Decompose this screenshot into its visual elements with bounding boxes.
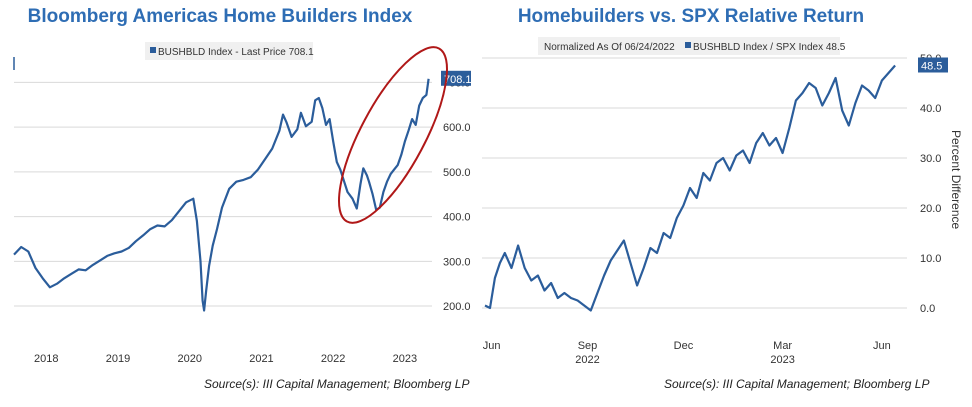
right-xtick-label: Dec [674,340,694,352]
right-last-value-label: 48.5 [921,61,942,73]
right-xtick-label: Sep [578,340,598,352]
left-ytick-label: 400.0 [443,212,471,224]
left-chart-plot: 200.0300.0400.0500.0600.0700.02018201920… [13,42,472,365]
right-ytick-label: 40.0 [920,103,941,115]
left-ytick-label: 600.0 [443,122,471,134]
left-xtick-label: 2021 [249,353,273,365]
left-chart-title: Bloomberg Americas Home Builders Index [27,6,413,27]
left-legend-swatch [150,47,156,53]
left-last-value-label: 708.1 [444,74,472,86]
left-legend-box [145,42,313,60]
left-chart-panel: Bloomberg Americas Home Builders Index 2… [0,0,480,407]
right-xtick-label: Jun [873,340,891,352]
left-legend-label: BUSHBLD Index - Last Price 708.1 [158,47,314,58]
right-ytick-label: 20.0 [920,203,941,215]
right-chart-source: Source(s): III Capital Management; Bloom… [664,377,930,391]
left-ytick-label: 300.0 [443,256,471,268]
left-ytick-label: 500.0 [443,167,471,179]
right-ylabel: Percent Difference [949,130,963,229]
right-chart-plot: 0.010.020.030.040.050.0JunSepDecMarJun20… [482,37,963,366]
right-ytick-label: 10.0 [920,253,941,265]
left-ytick-label: 200.0 [443,301,471,313]
right-ytick-label: 30.0 [920,153,941,165]
left-xtick-label: 2018 [34,353,58,365]
right-chart-title: Homebuilders vs. SPX Relative Return [517,6,865,27]
left-xtick-label: 2020 [177,353,201,365]
left-highlight-ellipse [338,46,448,224]
left-xtick-label: 2022 [321,353,345,365]
right-legend-swatch [685,42,691,48]
right-xtick-label: Mar [773,340,792,352]
right-ytick-label: 0.0 [920,303,935,315]
right-series-line [484,64,896,312]
right-xgroup-label: 2022 [575,354,599,366]
left-last-value-box [441,70,471,86]
left-series-line [13,78,430,312]
right-legend-label: BUSHBLD Index / SPX Index 48.5 [693,42,846,53]
left-xtick-label: 2023 [393,353,417,365]
right-xtick-label: Jun [483,340,501,352]
right-last-value-box [918,57,948,73]
right-legend-prefix: Normalized As Of 06/24/2022 [544,42,675,53]
left-xtick-label: 2019 [106,353,130,365]
right-xgroup-label: 2023 [770,354,794,366]
left-chart-source: Source(s): III Capital Management; Bloom… [204,377,470,391]
right-chart-panel: Homebuilders vs. SPX Relative Return 0.0… [480,0,972,407]
